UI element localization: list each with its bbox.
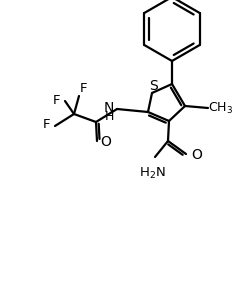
Text: N: N xyxy=(104,101,114,115)
Text: F: F xyxy=(43,118,50,131)
Text: H: H xyxy=(105,110,114,122)
Text: CH$_3$: CH$_3$ xyxy=(208,101,234,116)
Text: H$_2$N: H$_2$N xyxy=(139,166,165,181)
Text: S: S xyxy=(149,79,158,93)
Text: F: F xyxy=(80,82,87,95)
Text: O: O xyxy=(100,135,111,149)
Text: F: F xyxy=(52,93,60,106)
Text: O: O xyxy=(191,148,202,162)
